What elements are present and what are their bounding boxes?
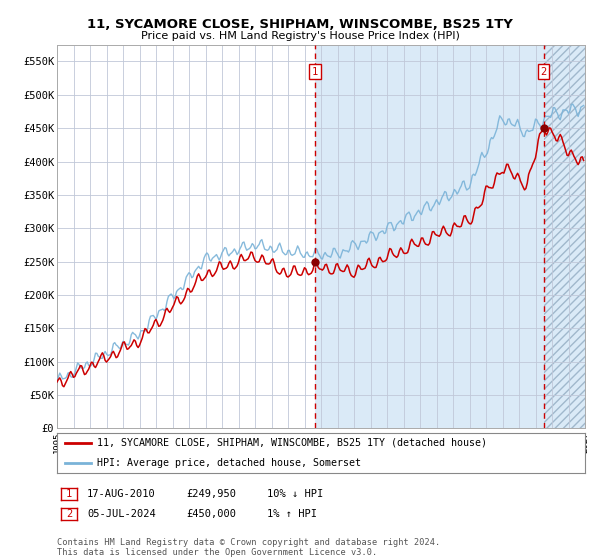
- Text: 1: 1: [311, 67, 318, 77]
- Text: £450,000: £450,000: [186, 509, 236, 519]
- Bar: [544, 45, 585, 428]
- Text: HPI: Average price, detached house, Somerset: HPI: Average price, detached house, Some…: [97, 458, 361, 468]
- Text: 1% ↑ HPI: 1% ↑ HPI: [267, 509, 317, 519]
- Text: 2: 2: [541, 67, 547, 77]
- Text: 1: 1: [66, 489, 72, 499]
- Text: 2: 2: [66, 509, 72, 519]
- Text: Price paid vs. HM Land Registry's House Price Index (HPI): Price paid vs. HM Land Registry's House …: [140, 31, 460, 41]
- Text: 11, SYCAMORE CLOSE, SHIPHAM, WINSCOMBE, BS25 1TY (detached house): 11, SYCAMORE CLOSE, SHIPHAM, WINSCOMBE, …: [97, 438, 487, 448]
- Text: 11, SYCAMORE CLOSE, SHIPHAM, WINSCOMBE, BS25 1TY: 11, SYCAMORE CLOSE, SHIPHAM, WINSCOMBE, …: [87, 18, 513, 31]
- Text: 05-JUL-2024: 05-JUL-2024: [87, 509, 156, 519]
- Text: 17-AUG-2010: 17-AUG-2010: [87, 489, 156, 499]
- Text: 10% ↓ HPI: 10% ↓ HPI: [267, 489, 323, 499]
- Text: Contains HM Land Registry data © Crown copyright and database right 2024.
This d: Contains HM Land Registry data © Crown c…: [57, 538, 440, 557]
- Text: £249,950: £249,950: [186, 489, 236, 499]
- Bar: [315, 45, 544, 428]
